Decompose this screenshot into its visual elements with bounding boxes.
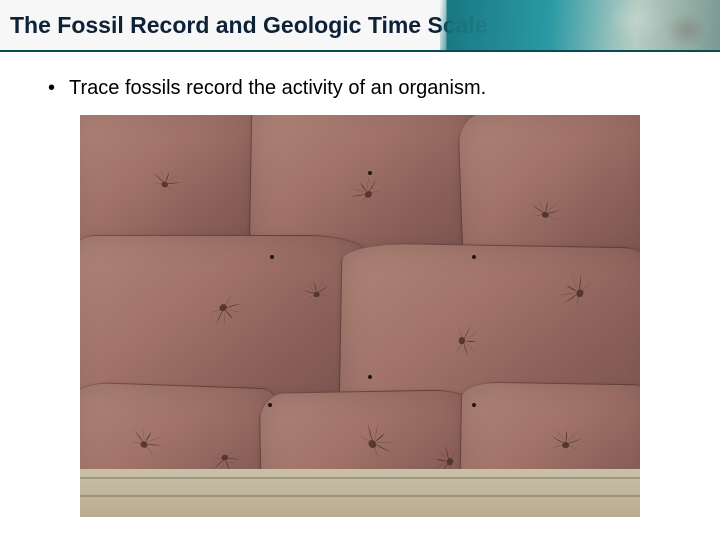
slide-title: The Fossil Record and Geologic Time Scal… xyxy=(10,12,488,39)
slide-content: • Trace fossils record the activity of a… xyxy=(0,52,720,517)
bullet-text: Trace fossils record the activity of an … xyxy=(69,76,486,101)
header-decoration xyxy=(440,0,720,50)
fossil-photo xyxy=(80,115,640,517)
floor-seam xyxy=(80,477,640,479)
mount-pin xyxy=(368,375,372,379)
mount-pin xyxy=(472,255,476,259)
bullet-glyph: • xyxy=(48,76,55,100)
photo-floor xyxy=(80,469,640,517)
mount-pin xyxy=(368,171,372,175)
mount-pin xyxy=(472,403,476,407)
floor-seam xyxy=(80,495,640,497)
mount-pin xyxy=(270,255,274,259)
slide-header: The Fossil Record and Geologic Time Scal… xyxy=(0,0,720,52)
bullet-item: • Trace fossils record the activity of a… xyxy=(48,76,690,101)
mount-pin xyxy=(268,403,272,407)
